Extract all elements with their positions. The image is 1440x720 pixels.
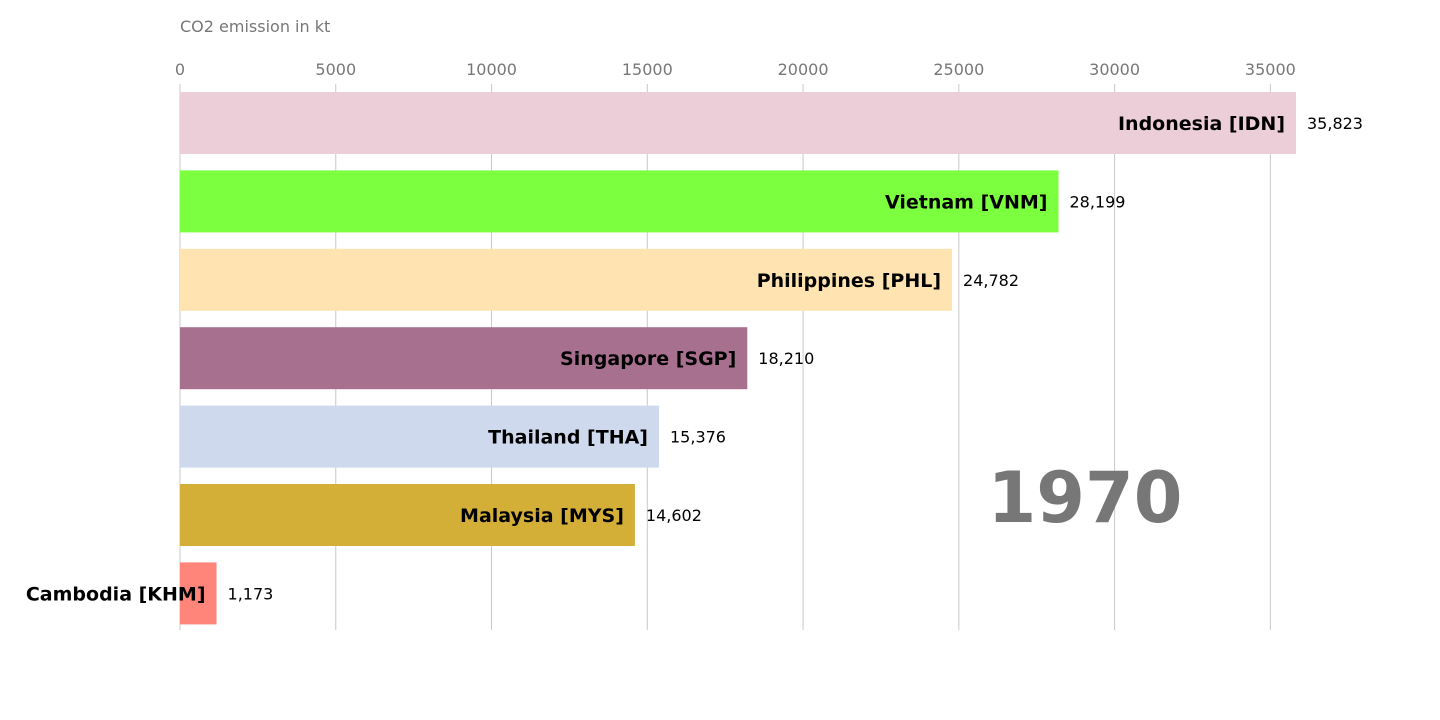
value-label: 24,782	[963, 271, 1019, 290]
bar	[180, 562, 217, 625]
x-tick-label: 30000	[1089, 60, 1140, 79]
bar-label: Singapore [SGP]	[560, 348, 736, 370]
bars: Indonesia [IDN] 35,823 Vietnam [VNM] 28,199…	[26, 92, 1363, 625]
x-axis-title: CO2 emission in kt	[180, 17, 330, 36]
x-axis-ticks: 0 5000 10000 15000 20000 25000 30000 35000	[175, 60, 1296, 79]
value-label: 35,823	[1307, 114, 1363, 133]
value-label: 14,602	[646, 506, 702, 525]
bar	[180, 170, 1059, 233]
bar	[180, 405, 660, 468]
value-label: 18,210	[758, 349, 814, 368]
bar-label: Malaysia [MYS]	[460, 505, 624, 527]
year-label: 1970	[988, 457, 1183, 539]
bar-label: Thailand [THA]	[488, 427, 648, 449]
bar	[180, 484, 635, 546]
bar-label: Vietnam [VNM]	[885, 191, 1048, 213]
bar-label: Philippines [PHL]	[757, 270, 941, 292]
x-tick-label: 10000	[466, 60, 517, 79]
x-tick-label: 35000	[1245, 60, 1296, 79]
bar-label: Indonesia [IDN]	[1118, 113, 1285, 135]
value-label: 15,376	[670, 428, 726, 447]
x-tick-label: 25000	[933, 60, 984, 79]
value-label: 1,173	[228, 584, 274, 603]
bar	[180, 92, 1296, 154]
bar-label: Cambodia [KHM]	[26, 583, 206, 605]
x-tick-label: 5000	[315, 60, 356, 79]
x-tick-label: 15000	[622, 60, 673, 79]
bar	[180, 327, 748, 390]
x-tick-label: 20000	[778, 60, 829, 79]
value-label: 28,199	[1069, 192, 1125, 211]
bar	[180, 248, 953, 311]
x-tick-label: 0	[175, 60, 185, 79]
